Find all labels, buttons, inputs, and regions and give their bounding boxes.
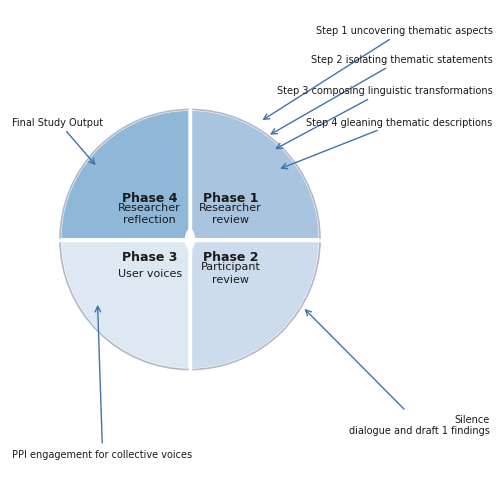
Text: Step 1 uncovering thematic aspects: Step 1 uncovering thematic aspects	[264, 26, 492, 120]
Text: Step 2 isolating thematic statements: Step 2 isolating thematic statements	[272, 55, 492, 135]
Text: Phase 1: Phase 1	[202, 192, 258, 204]
PathPatch shape	[60, 110, 190, 240]
PathPatch shape	[190, 240, 320, 370]
Text: Researcher
review: Researcher review	[199, 203, 262, 225]
Text: Silence
dialogue and draft 1 findings: Silence dialogue and draft 1 findings	[306, 310, 490, 435]
Text: Step 3 composing linguistic transformations: Step 3 composing linguistic transformati…	[276, 86, 492, 149]
Text: Phase 3: Phase 3	[122, 251, 178, 264]
Text: Phase 4: Phase 4	[122, 192, 178, 204]
Text: Researcher
reflection: Researcher reflection	[118, 203, 181, 225]
Text: User voices: User voices	[118, 268, 182, 278]
Text: Phase 2: Phase 2	[202, 251, 258, 264]
Text: Step 4 gleaning thematic descriptions: Step 4 gleaning thematic descriptions	[282, 118, 492, 169]
Text: Participant
review: Participant review	[200, 262, 260, 284]
PathPatch shape	[190, 110, 320, 240]
Text: Final Study Output: Final Study Output	[12, 118, 104, 165]
PathPatch shape	[60, 240, 190, 370]
Text: PPI engagement for collective voices: PPI engagement for collective voices	[12, 307, 192, 458]
